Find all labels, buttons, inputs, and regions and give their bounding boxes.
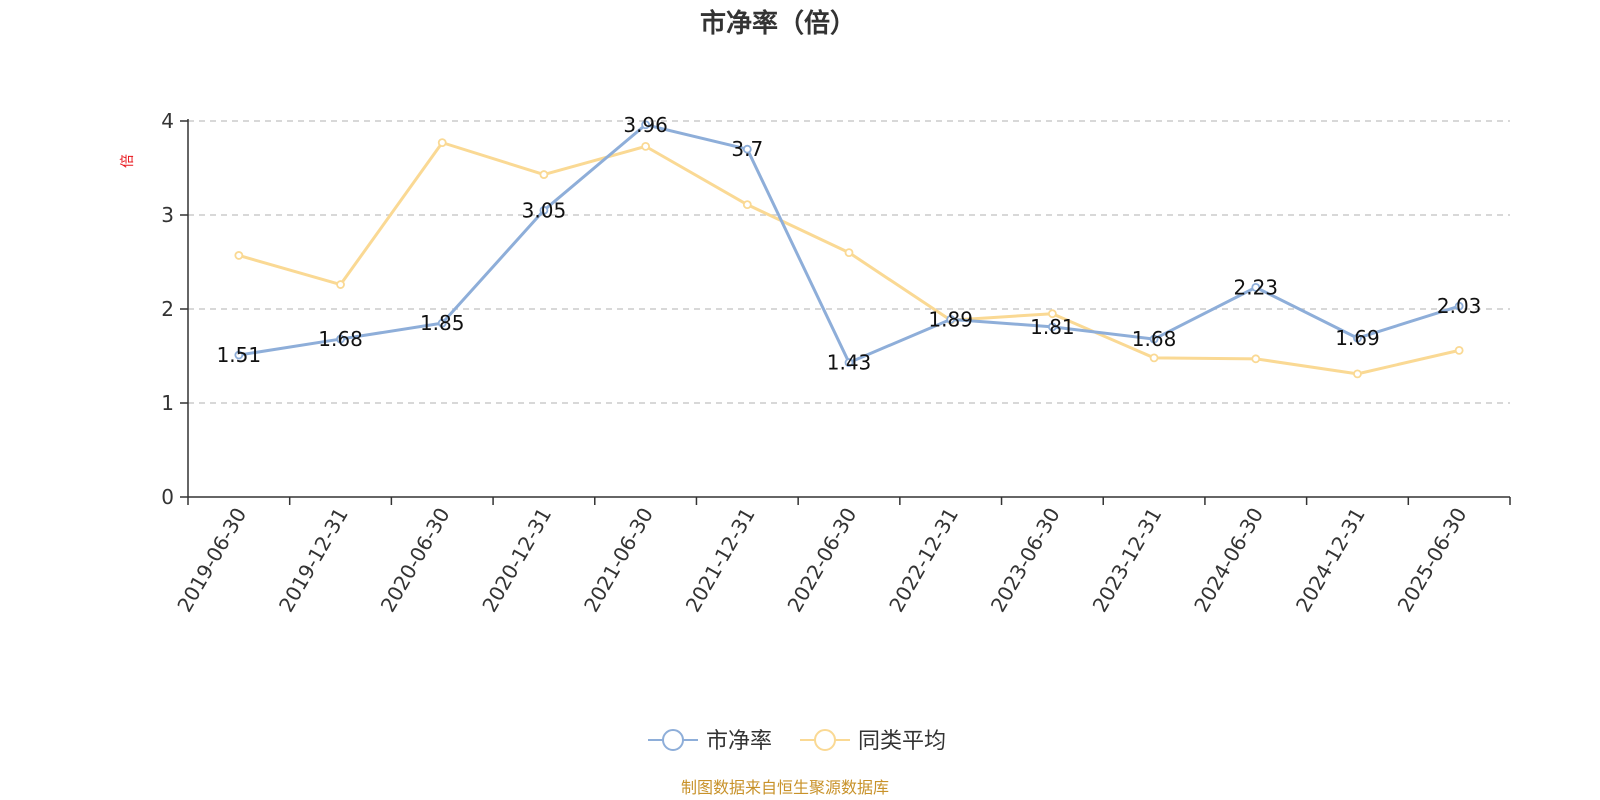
data-label-1: 1.68 <box>318 327 363 351</box>
series-0-point-1 <box>336 334 345 344</box>
y-axis-ticks: 0 1 2 3 4 <box>161 109 188 509</box>
series-1-point-6 <box>844 248 854 258</box>
data-label-5: 3.7 <box>731 137 763 161</box>
x-tick-label-4: 2021-06-30 <box>579 504 658 617</box>
x-tick-label-6: 2022-06-30 <box>782 504 861 617</box>
data-label-3: 3.05 <box>522 198 567 222</box>
data-labels: 1.51 1.68 1.85 3.05 3.96 3.7 1.43 1.89 1.81 1.68 2… <box>217 113 1482 375</box>
x-tick-label-3: 2020-12-31 <box>477 504 556 617</box>
x-tick-label-5: 2021-12-31 <box>681 504 760 617</box>
data-label-6: 1.43 <box>827 351 872 375</box>
series-0-point-10 <box>1251 282 1261 292</box>
chart-title: 市净率（倍） <box>700 8 856 39</box>
y-tick-label-2: 2 <box>161 297 174 321</box>
series-0-point-12 <box>1454 301 1464 311</box>
x-tick-label-11: 2024-12-31 <box>1291 504 1370 617</box>
legend-label-1: 同类平均 <box>858 729 946 754</box>
data-label-4: 3.96 <box>623 113 668 137</box>
legend-marker-1 <box>814 729 836 751</box>
data-label-2: 1.85 <box>420 311 465 335</box>
y-tick-label-1: 1 <box>161 391 174 415</box>
legend-label-0: 市净率 <box>706 729 772 754</box>
x-tick-label-8: 2023-06-30 <box>986 504 1065 617</box>
data-label-0: 1.51 <box>217 343 262 367</box>
series-0-point-0 <box>234 350 244 360</box>
data-label-11: 1.69 <box>1335 326 1380 350</box>
series-1-point-0 <box>234 251 244 260</box>
series-0-point-4 <box>641 120 651 130</box>
series-line-1 <box>238 141 1460 376</box>
series-1-point-2 <box>437 138 447 148</box>
axes <box>187 119 1510 498</box>
series-1-point-3 <box>539 170 549 179</box>
series-0-point-7 <box>946 314 956 324</box>
series-1-point-4 <box>641 141 651 151</box>
legend: 市净率 同类平均 <box>648 729 946 754</box>
data-label-8: 1.81 <box>1030 315 1075 339</box>
legend-marker-0 <box>662 729 684 751</box>
series-0-point-5 <box>742 144 752 154</box>
y-tick-label-0: 0 <box>161 485 174 509</box>
series-0-point-11 <box>1353 333 1362 343</box>
grid-lines <box>188 120 1510 404</box>
y-axis-label: 倍 <box>120 154 136 168</box>
x-tick-label-1: 2019-12-31 <box>274 504 353 617</box>
y-tick-label-4: 4 <box>161 109 174 133</box>
series-0-point-6 <box>844 358 854 367</box>
series-1-point-5 <box>742 200 752 210</box>
series-1-point-12 <box>1454 345 1464 355</box>
data-label-7: 1.89 <box>928 307 973 331</box>
x-tick-label-0: 2019-06-30 <box>172 504 251 617</box>
x-tick-label-2: 2020-06-30 <box>376 504 455 617</box>
series-0-point-9 <box>1149 334 1159 344</box>
series-1-point-9 <box>1149 353 1159 363</box>
x-tick-label-12: 2025-06-30 <box>1393 504 1472 617</box>
x-tick-label-10: 2024-06-30 <box>1189 504 1268 617</box>
series-1-point-11 <box>1353 369 1362 379</box>
data-label-12: 2.03 <box>1437 294 1482 318</box>
x-tick-label-9: 2023-12-31 <box>1088 504 1167 617</box>
source-note: 制图数据来自恒生聚源数据库 <box>681 778 889 797</box>
series-1-point-10 <box>1251 354 1261 364</box>
y-tick-label-3: 3 <box>161 203 174 227</box>
data-label-10: 2.23 <box>1234 275 1279 299</box>
series-0-point-3 <box>539 205 549 215</box>
x-tick-label-7: 2022-12-31 <box>884 504 963 617</box>
series-1-point-1 <box>336 280 345 289</box>
series-0-point-8 <box>1047 322 1057 332</box>
x-axis-ticks: 2019-06-30 2019-12-31 2020-06-30 2020-12-31… <box>172 497 1511 617</box>
series-1-point-8 <box>1047 309 1057 319</box>
series-layer <box>234 120 1464 379</box>
data-label-9: 1.68 <box>1132 327 1177 351</box>
series-0-point-2 <box>437 318 447 328</box>
